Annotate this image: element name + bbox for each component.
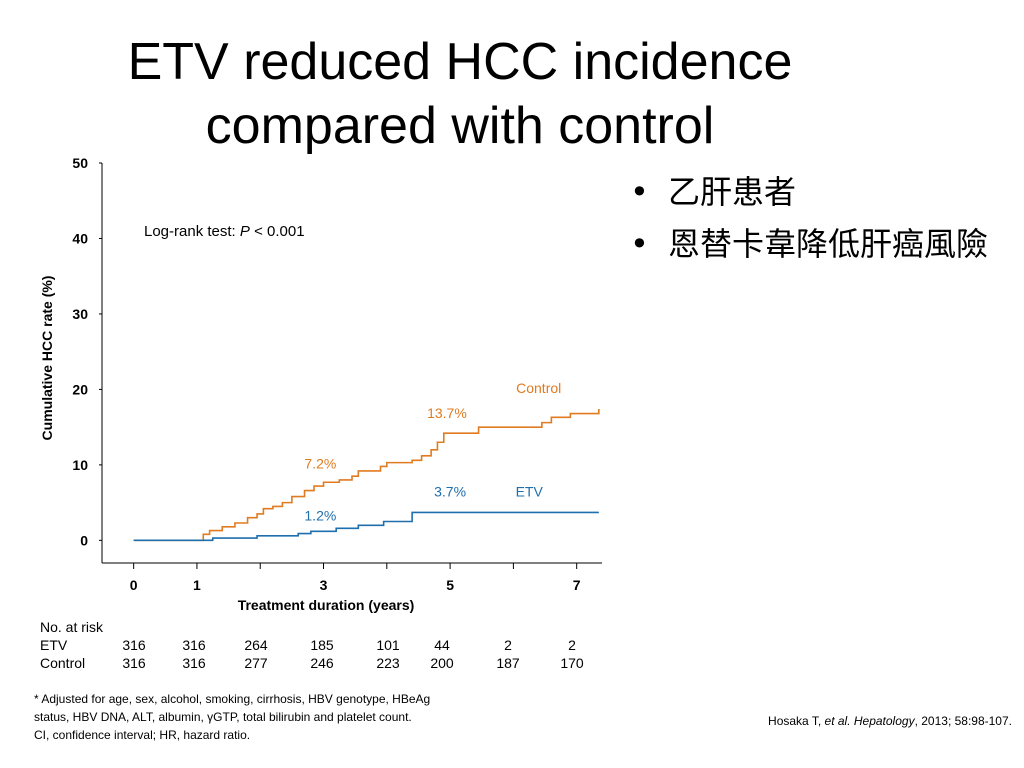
slide-title: ETV reduced HCC incidence compared with … (60, 30, 860, 158)
title-line-1: ETV reduced HCC incidence (127, 33, 793, 91)
x-tick-label: 7 (573, 577, 581, 593)
risk-row-label: ETV (40, 637, 68, 653)
y-tick-label: 50 (72, 155, 88, 171)
annotation-label: 3.7% (434, 484, 466, 500)
risk-cell: 2 (504, 637, 512, 653)
footnote-line: CI, confidence interval; HR, hazard rati… (34, 728, 251, 742)
annotation-label: ETV (516, 484, 544, 500)
risk-cell: 185 (310, 637, 334, 653)
risk-cell: 44 (434, 637, 450, 653)
y-tick-label: 10 (72, 457, 88, 473)
annotation-label: 1.2% (304, 508, 336, 524)
reference-citation: Hosaka T, et al. Hepatology, 2013; 58:98… (768, 714, 1012, 728)
y-tick-label: 20 (72, 381, 88, 397)
x-axis-label: Treatment duration (years) (238, 597, 415, 613)
risk-cell: 101 (376, 637, 400, 653)
x-tick-label: 3 (320, 577, 328, 593)
risk-cell: 316 (182, 655, 206, 671)
footnote: * Adjusted for age, sex, alcohol, smokin… (34, 690, 504, 744)
x-tick-label: 1 (193, 577, 201, 593)
risk-cell: 223 (376, 655, 400, 671)
y-tick-label: 30 (72, 306, 88, 322)
risk-cell: 2 (568, 637, 576, 653)
x-tick-label: 5 (446, 577, 454, 593)
risk-cell: 200 (430, 655, 454, 671)
bullet-item: 乙肝患者 (628, 170, 1008, 214)
risk-cell: 316 (182, 637, 206, 653)
y-tick-label: 0 (80, 532, 88, 548)
risk-cell: 277 (244, 655, 268, 671)
log-rank-text: Log-rank test: P < 0.001 (144, 223, 305, 240)
footnote-line: * Adjusted for age, sex, alcohol, smokin… (34, 692, 431, 706)
series-line-etv (133, 511, 599, 542)
chart-annotations: Control 13.7% 7.2% 3.7% ETV 1.2% (304, 380, 561, 524)
risk-cell: 316 (122, 655, 146, 671)
risk-cell: 187 (496, 655, 520, 671)
x-tick-label: 0 (130, 577, 138, 593)
risk-cell: 264 (244, 637, 268, 653)
title-line-2: compared with control (205, 97, 715, 155)
y-tick-label: 40 (72, 230, 88, 246)
risk-cell: 170 (560, 655, 584, 671)
series-line-control (133, 409, 600, 542)
risk-table-header: No. at risk (40, 619, 104, 635)
risk-cell: 246 (310, 655, 334, 671)
chart-axes: 0 10 20 30 40 50 0 1 3 5 7 (72, 155, 602, 593)
annotation-label: 13.7% (427, 405, 467, 421)
y-axis-label: Cumulative HCC rate (%) (39, 276, 55, 441)
risk-row-label: Control (40, 655, 86, 671)
annotation-label: Control (516, 380, 561, 396)
annotation-label: 7.2% (304, 456, 336, 472)
bullet-item: 恩替卡韋降低肝癌風險 (628, 222, 1008, 266)
footnote-line: status, HBV DNA, ALT, albumin, γGTP, tot… (34, 710, 412, 724)
bullet-list: 乙肝患者 恩替卡韋降低肝癌風險 (628, 170, 1008, 274)
chart-series (133, 409, 600, 542)
risk-cell: 316 (122, 637, 146, 653)
